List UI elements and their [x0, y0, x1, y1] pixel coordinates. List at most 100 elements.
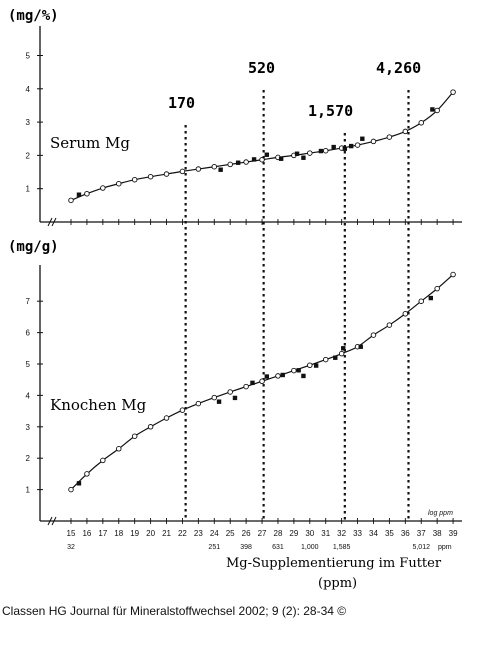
x-tick-label: 16	[82, 529, 91, 538]
data-point-open	[211, 163, 218, 170]
serum-panel: (mg/%) Serum Mg 1 2 3 4 5 170 520 1,570 4,260	[8, 8, 462, 521]
y-tick-label: 5	[26, 360, 31, 369]
x-tick-label: 29	[289, 529, 298, 538]
x-tick-label: 20	[146, 529, 155, 538]
data-point-open	[84, 471, 90, 477]
data-point-open	[418, 298, 424, 304]
data-point-open	[179, 168, 186, 175]
data-point-open	[370, 332, 377, 338]
data-point-open	[275, 373, 281, 379]
bone-series-label: Knochen Mg	[50, 396, 147, 414]
data-point-open	[450, 89, 456, 95]
data-point-open	[434, 107, 440, 114]
data-point-filled	[341, 346, 346, 351]
data-point-open	[227, 389, 233, 395]
data-point-open	[68, 197, 74, 204]
x-tick-label: 32	[337, 529, 346, 538]
data-point-filled	[428, 295, 433, 301]
data-point-open	[163, 415, 170, 421]
data-point-open	[227, 161, 233, 168]
x-tick-label: 24	[210, 529, 219, 538]
data-point-open	[243, 383, 249, 390]
data-point-filled	[313, 363, 319, 368]
serum-series-label: Serum Mg	[50, 134, 130, 152]
data-point-open	[84, 190, 90, 197]
ppm-tick-label: 398	[240, 544, 252, 551]
y-tick-label: 3	[26, 118, 31, 127]
x-tick-label: 19	[130, 529, 139, 538]
x-axis-title-unit: (ppm)	[318, 576, 357, 591]
y-tick-label: 1	[26, 486, 31, 495]
data-point-open	[307, 150, 313, 156]
data-point-open	[195, 166, 202, 172]
data-point-open	[418, 120, 424, 126]
x-tick-label: 26	[242, 529, 251, 538]
data-point-open	[402, 311, 409, 317]
data-point-open	[354, 142, 361, 148]
x-tick-label: 25	[226, 529, 235, 538]
y-tick-label: 2	[26, 151, 31, 160]
axis-break-mark	[47, 516, 57, 526]
data-point-filled	[235, 160, 241, 165]
x-tick-label: 27	[258, 529, 267, 538]
data-point-filled	[360, 136, 365, 141]
x-tick-label: 22	[178, 529, 187, 538]
x-unit-label: log ppm	[428, 510, 453, 517]
bone-unit-label: (mg/g)	[8, 239, 59, 255]
data-point-filled	[264, 152, 270, 157]
x-tick-label: 35	[385, 529, 394, 538]
y-tick-label: 2	[26, 454, 31, 463]
supplement-level-label: 1,570	[308, 102, 353, 120]
data-point-filled	[216, 399, 222, 404]
bone-panel: (mg/g) Knochen Mg log ppm ppm Mg-Supplem…	[8, 239, 462, 591]
y-tick-label: 3	[26, 423, 31, 432]
ppm-unit-label: ppm	[438, 544, 452, 551]
data-point-open	[116, 180, 122, 187]
data-point-filled	[251, 157, 257, 162]
x-tick-label: 28	[274, 529, 283, 538]
x-tick-label: 31	[321, 529, 330, 538]
data-point-open	[322, 356, 329, 363]
data-point-open	[259, 156, 265, 163]
data-point-open	[386, 134, 393, 140]
data-point-open	[402, 128, 409, 135]
axis-break-mark	[47, 217, 57, 227]
data-point-filled	[358, 344, 363, 349]
data-point-open	[147, 173, 154, 180]
data-point-filled	[296, 368, 301, 373]
y-tick-label: 7	[26, 297, 31, 306]
x-tick-label: 23	[194, 529, 203, 538]
data-point-filled	[331, 144, 336, 150]
supplement-level-label: 170	[168, 94, 195, 112]
data-point-open	[179, 407, 186, 413]
data-point-filled	[301, 155, 306, 160]
y-tick-label: 1	[26, 185, 31, 194]
ppm-tick-label: 631	[272, 544, 284, 551]
data-point-open	[100, 457, 106, 464]
data-point-open	[307, 362, 313, 369]
data-point-open	[259, 378, 265, 385]
data-point-open	[450, 271, 456, 278]
data-point-filled	[232, 395, 238, 401]
data-point-filled	[348, 143, 354, 149]
ppm-tick-label: 5,012	[412, 544, 430, 551]
data-point-filled	[333, 355, 338, 360]
x-tick-label: 21	[162, 529, 171, 538]
data-point-filled	[430, 107, 435, 112]
data-point-open	[386, 322, 393, 328]
data-point-filled	[318, 148, 324, 154]
supplement-level-label: 4,260	[376, 59, 421, 77]
x-tick-label: 38	[433, 529, 442, 538]
x-tick-label: 37	[417, 529, 426, 538]
y-tick-label: 5	[26, 52, 31, 61]
data-point-open	[370, 138, 377, 145]
data-point-filled	[294, 151, 300, 156]
x-tick-label: 30	[305, 529, 314, 538]
x-tick-label: 34	[369, 529, 378, 538]
data-point-filled	[278, 156, 284, 161]
data-point-open	[131, 176, 138, 183]
serum-unit-label: (mg/%)	[8, 8, 59, 24]
data-point-open	[131, 433, 138, 439]
figure-caption: Classen HG Journal für Mineralstoffwechs…	[2, 604, 347, 618]
data-point-open	[211, 394, 218, 401]
